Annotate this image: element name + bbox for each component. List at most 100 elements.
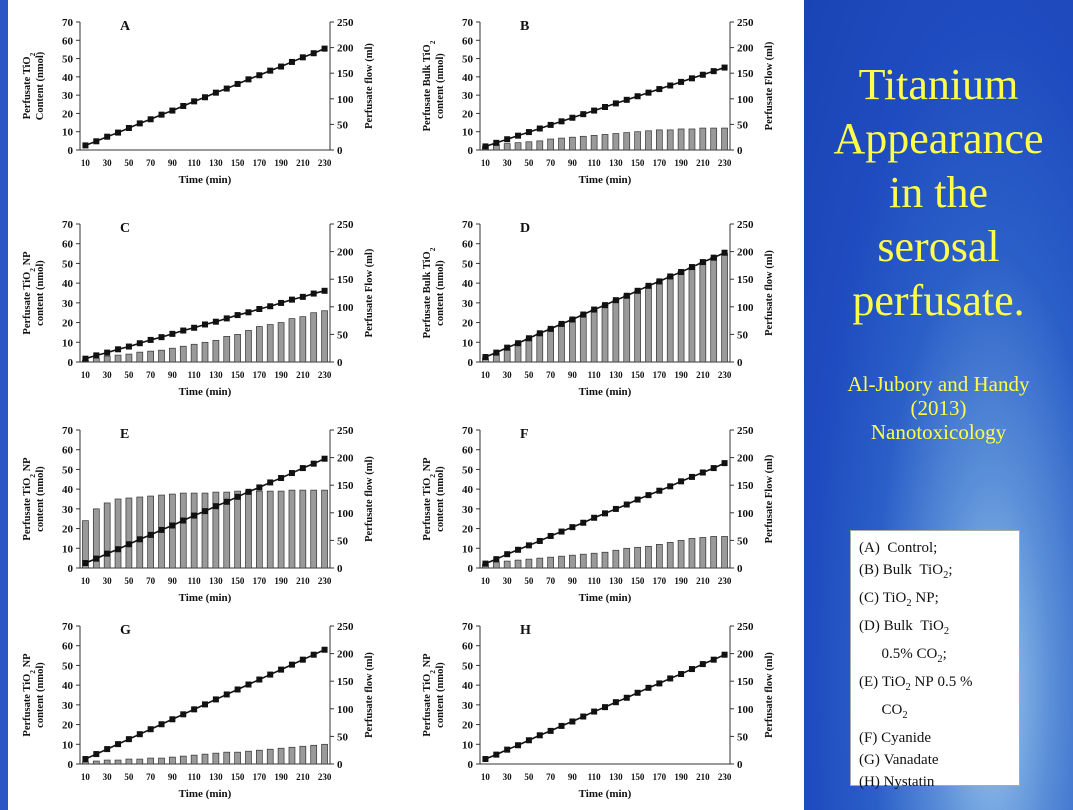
y-axis-label: content (nmol) xyxy=(435,53,446,119)
bar xyxy=(645,130,652,151)
y2-tick-label: 200 xyxy=(737,247,754,259)
legend-item: (C) TiO2 NP; xyxy=(859,590,939,609)
legend-item: CO2 xyxy=(881,702,908,721)
bar xyxy=(158,757,165,765)
bar xyxy=(310,489,318,569)
flow-point xyxy=(147,336,154,343)
bar xyxy=(223,336,231,363)
flow-point xyxy=(234,80,241,87)
flow-point xyxy=(191,706,198,713)
flow-point xyxy=(267,303,274,310)
flow-point xyxy=(569,524,576,531)
bar xyxy=(103,355,111,363)
bar xyxy=(547,328,554,363)
bar xyxy=(666,129,674,151)
x-tick-label: 130 xyxy=(209,158,223,168)
flow-point xyxy=(591,514,598,521)
flow-point xyxy=(169,522,176,529)
flow-point xyxy=(115,129,122,136)
bar xyxy=(536,333,544,363)
flow-point xyxy=(169,716,176,723)
flow-point xyxy=(515,742,522,749)
flow-point xyxy=(612,100,619,107)
flow-point xyxy=(256,306,263,313)
flow-point xyxy=(278,63,285,70)
flow-point xyxy=(136,731,143,738)
x-tick-label: 130 xyxy=(609,158,623,168)
bar xyxy=(590,309,598,363)
y-tick-label: 60 xyxy=(62,239,74,251)
y2-tick-label: 150 xyxy=(337,68,354,80)
y-tick-label: 50 xyxy=(462,258,474,270)
y2-tick-label: 150 xyxy=(337,480,354,492)
x-tick-label: 70 xyxy=(546,576,556,586)
bar xyxy=(321,743,328,765)
bar xyxy=(525,337,533,363)
x-tick-label: 90 xyxy=(168,576,178,586)
x-tick-label: 110 xyxy=(588,158,602,168)
bar xyxy=(136,496,144,569)
flow-point xyxy=(202,94,208,101)
bar xyxy=(536,140,544,151)
flow-point xyxy=(125,124,132,131)
y-tick-label: 60 xyxy=(62,641,74,653)
y2-tick-label: 50 xyxy=(337,119,349,131)
flow-point xyxy=(688,666,695,673)
bar xyxy=(612,133,620,151)
bar xyxy=(321,489,328,569)
flow-point xyxy=(558,320,565,327)
bar xyxy=(277,747,285,765)
flow-point xyxy=(547,121,554,128)
flow-point xyxy=(104,746,111,753)
y-tick-label: 70 xyxy=(62,425,74,437)
x-tick-label: 10 xyxy=(481,158,491,168)
x-tick-label: 50 xyxy=(124,370,134,380)
bar xyxy=(677,270,685,363)
chart-panel-f: F 0 10 20 30 40 50 60 70 0 50 100 150 200 250 10 30 50 70 9… xyxy=(422,425,775,604)
bar xyxy=(256,326,263,363)
bar xyxy=(147,350,154,363)
flow-point xyxy=(191,324,198,331)
x-axis-label: Time (min) xyxy=(579,174,632,186)
flow-point xyxy=(169,107,176,114)
bar xyxy=(699,262,707,363)
x-tick-label: 230 xyxy=(318,158,332,168)
x-tick-label: 170 xyxy=(653,370,667,380)
flow-point xyxy=(267,479,274,486)
flow-point xyxy=(721,249,728,256)
bar xyxy=(245,330,252,363)
bar xyxy=(612,299,620,363)
bar xyxy=(169,347,176,363)
bar xyxy=(710,536,718,569)
bar xyxy=(623,294,631,363)
slide-title: Titanium Appearance in the serosal perfu… xyxy=(804,58,1073,328)
x-tick-label: 110 xyxy=(588,772,602,782)
flow-point xyxy=(493,349,500,356)
flow-point xyxy=(612,297,619,304)
x-tick-label: 150 xyxy=(231,576,245,586)
y-tick-label: 50 xyxy=(462,660,474,672)
y-tick-label: 20 xyxy=(462,108,474,120)
flow-point xyxy=(721,651,728,658)
bar xyxy=(288,746,296,765)
flow-point xyxy=(710,656,717,663)
bar xyxy=(601,134,609,151)
bar xyxy=(114,498,122,569)
y2-tick-label: 100 xyxy=(337,508,354,520)
x-tick-label: 130 xyxy=(209,772,223,782)
bar xyxy=(634,546,641,569)
y2-tick-label: 50 xyxy=(737,119,749,131)
y2-tick-label: 0 xyxy=(737,759,743,771)
bar xyxy=(310,744,318,765)
y-tick-label: 70 xyxy=(462,219,474,231)
bar xyxy=(256,749,263,765)
bar xyxy=(569,554,576,569)
x-tick-label: 50 xyxy=(524,576,534,586)
x-tick-label: 170 xyxy=(653,576,667,586)
flow-point xyxy=(699,259,706,266)
flow-point xyxy=(710,254,717,261)
bar xyxy=(547,138,554,151)
flow-point xyxy=(82,560,89,567)
y-axis-label: content (nmol) xyxy=(35,662,46,728)
flow-point xyxy=(591,708,598,715)
